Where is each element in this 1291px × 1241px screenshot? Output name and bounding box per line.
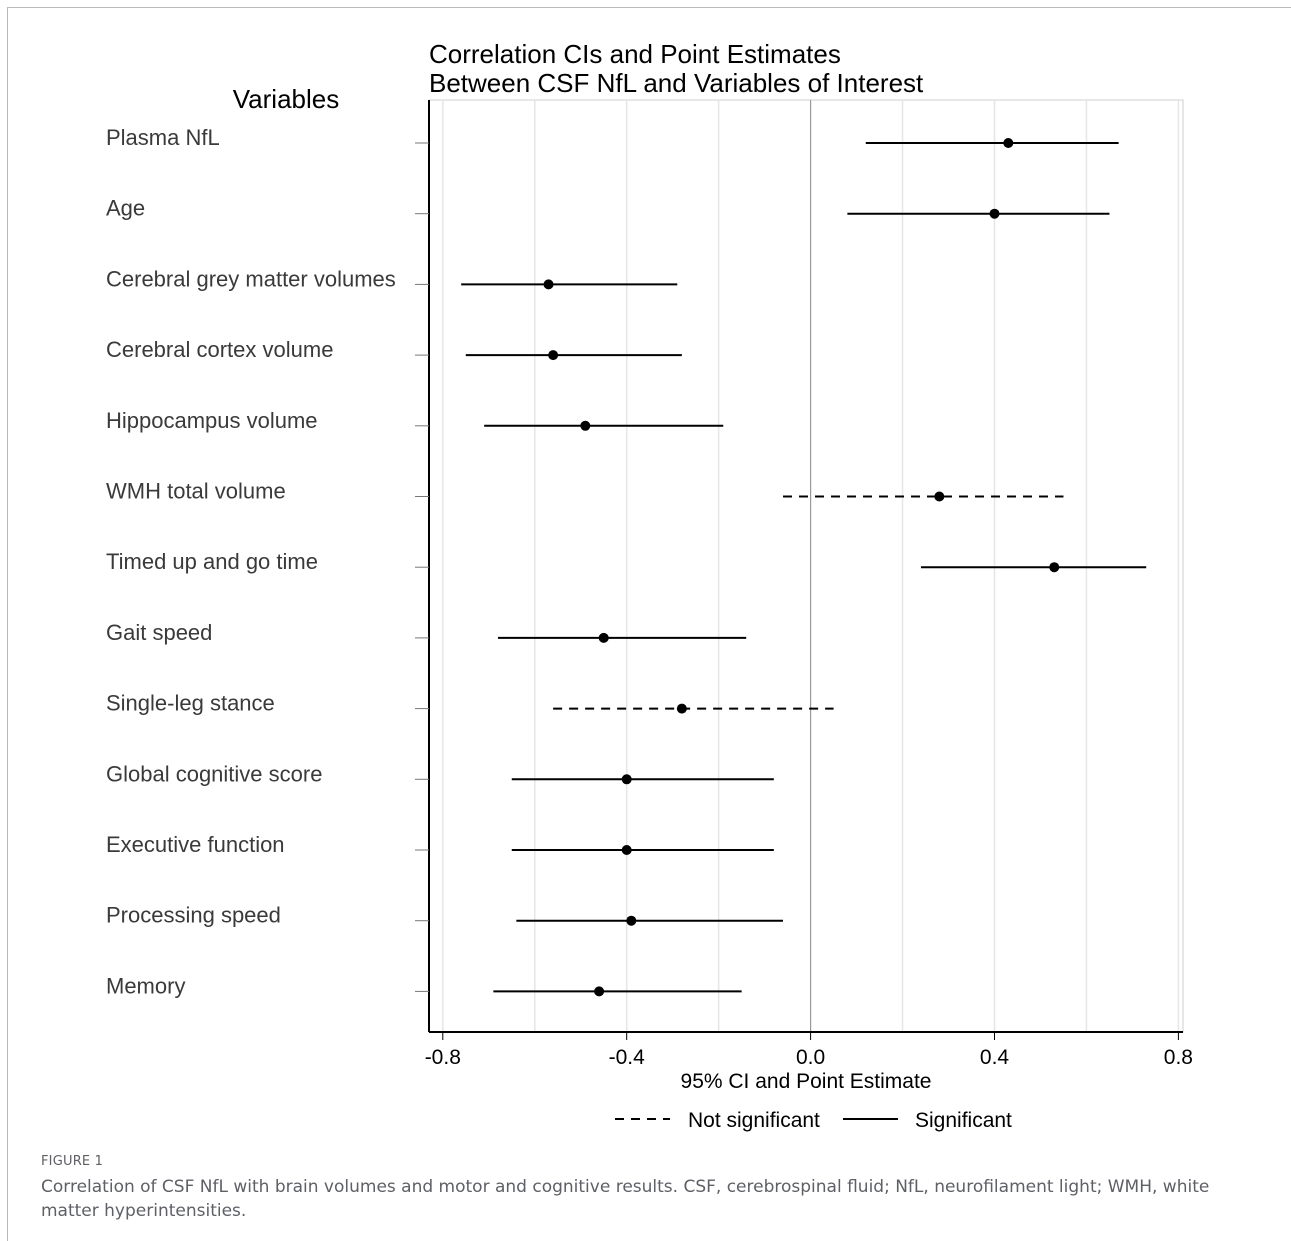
row-label: WMH total volume xyxy=(106,479,286,504)
row-label: Hippocampus volume xyxy=(106,408,318,433)
row-label: Single-leg stance xyxy=(106,691,275,716)
row-label: Processing speed xyxy=(106,903,281,928)
point-estimate xyxy=(989,208,1000,219)
point-estimate xyxy=(676,703,687,714)
gridlines xyxy=(428,99,1184,1033)
legend-label-not-significant: Not significant xyxy=(688,1109,820,1132)
point-estimate xyxy=(1049,562,1060,573)
point-estimate xyxy=(621,845,632,855)
point-estimate xyxy=(543,279,554,290)
row-label: Timed up and go time xyxy=(106,549,318,574)
row-label: Cerebral grey matter volumes xyxy=(106,266,396,291)
point-estimate xyxy=(934,491,945,502)
point-estimate xyxy=(621,774,632,785)
point-estimate xyxy=(1003,138,1014,148)
row-label: Plasma NfL xyxy=(106,125,220,150)
row-label: Cerebral cortex volume xyxy=(106,337,333,362)
figure-frame xyxy=(7,7,1291,1241)
plot-area-frame xyxy=(428,99,1184,1033)
x-tick-label: -0.4 xyxy=(609,1046,646,1069)
row-label: Age xyxy=(106,196,145,221)
x-tick-label: 0.4 xyxy=(980,1046,1010,1069)
row-label: Global cognitive score xyxy=(106,761,322,786)
x-tick-label: -0.8 xyxy=(425,1046,461,1069)
x-axis-ticks: -0.8 -0.4 0.0 0.4 0.8 xyxy=(425,1032,1193,1069)
figure-label: FIGURE 1 xyxy=(41,1154,104,1169)
point-estimate xyxy=(580,420,591,431)
figure-caption: FIGURE 1 Correlation of CSF NfL with bra… xyxy=(41,1154,1261,1223)
x-axis-label: 95% CI and Point Estimate xyxy=(681,1070,932,1093)
figure-caption-text: Correlation of CSF NfL with brain volume… xyxy=(41,1177,1210,1221)
estimate-rows: Plasma NfL Age Cerebral grey matter volume… xyxy=(106,125,1147,998)
forest-plot: Correlation CIs and Point Estimates Betw… xyxy=(106,39,1193,1132)
point-estimate xyxy=(594,986,605,997)
point-estimate xyxy=(548,350,559,361)
chart-title-line-2: Between CSF NfL and Variables of Interes… xyxy=(429,68,924,98)
row-header: Variables xyxy=(233,84,339,114)
legend-label-significant: Significant xyxy=(915,1109,1012,1132)
legend: Not significant Significant xyxy=(615,1109,1012,1132)
row-label: Memory xyxy=(106,973,185,998)
x-tick-label: 0.8 xyxy=(1164,1046,1193,1069)
row-label: Gait speed xyxy=(106,620,212,645)
row-label: Executive function xyxy=(106,832,285,857)
axes xyxy=(428,100,1183,1033)
point-estimate xyxy=(598,632,609,643)
x-tick-label: 0.0 xyxy=(796,1046,825,1069)
point-estimate xyxy=(626,915,637,926)
chart-title-line-1: Correlation CIs and Point Estimates xyxy=(429,39,841,69)
